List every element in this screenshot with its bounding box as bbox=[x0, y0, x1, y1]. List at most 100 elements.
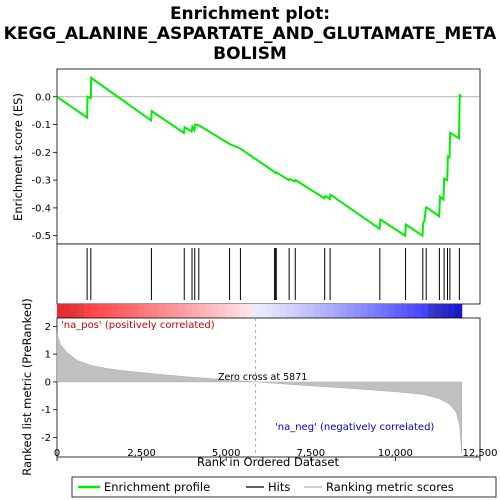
metric-panel: 2 1 0 -1 -2 0 2,500 5,000 7,500 10,000 12,500 'na… bbox=[20, 298, 498, 476]
colorbar-segment bbox=[441, 304, 449, 318]
metric-xtick-label: 0 bbox=[54, 448, 60, 459]
colorbar-segment bbox=[90, 304, 98, 318]
legend-metric-label: Ranking metric scores bbox=[326, 480, 454, 494]
colorbar-segment bbox=[212, 304, 220, 318]
chart-title-line-1: Enrichment plot: bbox=[170, 4, 330, 24]
colorbar-segment bbox=[454, 304, 463, 318]
colorbar-segment bbox=[360, 304, 368, 318]
colorbar-segment bbox=[333, 304, 341, 318]
colorbar-segment bbox=[70, 304, 78, 318]
pos-correlated-label: 'na_pos' (positively correlated) bbox=[61, 320, 215, 331]
colorbar-segment bbox=[306, 304, 314, 318]
es-ytick-label: 0.0 bbox=[35, 92, 51, 103]
colorbar-segment bbox=[57, 304, 65, 318]
metric-xtick-label: 12,500 bbox=[463, 448, 498, 459]
colorbar-segment bbox=[347, 304, 355, 318]
colorbar-segment bbox=[340, 304, 348, 318]
es-ytick-label: -0.5 bbox=[31, 231, 51, 242]
neg-correlated-label: 'na_neg' (negatively correlated) bbox=[275, 422, 434, 433]
ranking-metric-area bbox=[56, 333, 462, 453]
colorbar-segment bbox=[191, 304, 200, 318]
colorbar-segment bbox=[320, 304, 328, 318]
colorbar-segment bbox=[178, 304, 186, 318]
colorbar-segment bbox=[171, 304, 179, 318]
chart-title-line-3: BOLISM bbox=[213, 44, 287, 64]
metric-xtick-label: 5,000 bbox=[212, 448, 241, 459]
colorbar-segment bbox=[239, 304, 247, 318]
colorbar-segment bbox=[401, 304, 409, 318]
metric-xtick-label: 2,500 bbox=[127, 448, 156, 459]
colorbar-segment bbox=[185, 304, 193, 318]
colorbar-segment bbox=[421, 304, 429, 318]
legend-profile-label: Enrichment profile bbox=[104, 480, 210, 494]
colorbar-segment bbox=[266, 304, 274, 318]
metric-ytick-label: 1 bbox=[45, 350, 51, 361]
colorbar-segment bbox=[117, 304, 125, 318]
colorbar-segment bbox=[414, 304, 422, 318]
metric-ytick-label: 0 bbox=[45, 377, 51, 388]
legend-hits-label: Hits bbox=[268, 480, 290, 494]
es-panel: 0.0 -0.1 -0.2 -0.3 -0.4 -0.5 Enrichment score… bbox=[11, 68, 481, 245]
colorbar-segment bbox=[158, 304, 166, 318]
colorbar-segment bbox=[299, 304, 308, 318]
es-ytick-label: -0.2 bbox=[31, 148, 51, 159]
zero-cross-label: Zero cross at 5871 bbox=[218, 372, 307, 383]
colorbar-segment bbox=[259, 304, 267, 318]
metric-xtick-label: 10,000 bbox=[378, 448, 413, 459]
colorbar-segment bbox=[387, 304, 395, 318]
enrichment-profile-line bbox=[56, 75, 463, 238]
colorbar-segment bbox=[380, 304, 389, 318]
metric-ytick-label: -2 bbox=[41, 433, 51, 444]
legend: Enrichment profile Hits Ranking metric s… bbox=[71, 476, 497, 498]
colorbar-segment bbox=[427, 304, 436, 318]
colorbar-segment bbox=[137, 304, 146, 318]
colorbar-segment bbox=[124, 304, 132, 318]
colorbar-segment bbox=[448, 304, 456, 318]
colorbar-segment bbox=[245, 304, 254, 318]
colorbar-segment bbox=[225, 304, 233, 318]
metric-ylabel: Ranked list metric (PreRanked) bbox=[20, 298, 34, 476]
colorbar-segment bbox=[110, 304, 119, 318]
colorbar-segment bbox=[151, 304, 159, 318]
colorbar-segment bbox=[198, 304, 206, 318]
metric-ytick-label: 2 bbox=[45, 322, 51, 333]
colorbar-segment bbox=[407, 304, 416, 318]
colorbar-segment bbox=[252, 304, 260, 318]
metric-xlabel: Rank in Ordered Dataset bbox=[197, 455, 340, 469]
colorbar-segment bbox=[232, 304, 240, 318]
colorbar-segment bbox=[279, 304, 287, 318]
es-panel-frame bbox=[56, 68, 481, 245]
hits-panel bbox=[56, 243, 481, 305]
hits-panel-frame bbox=[56, 243, 481, 305]
colorbar-segment bbox=[83, 304, 92, 318]
colorbar-segment bbox=[97, 304, 105, 318]
colorbar-segment bbox=[77, 304, 85, 318]
metric-xtick-label: 7,500 bbox=[296, 448, 325, 459]
colorbar-segment bbox=[434, 304, 442, 318]
colorbar-segment bbox=[313, 304, 321, 318]
rank-colorbar bbox=[57, 304, 463, 318]
chart-title-line-2: KEGG_ALANINE_ASPARTATE_AND_GLUTAMATE_MET… bbox=[4, 24, 498, 44]
es-ylabel: Enrichment score (ES) bbox=[11, 93, 25, 221]
colorbar-segment bbox=[218, 304, 227, 318]
legend-frame bbox=[71, 476, 497, 498]
colorbar-segment bbox=[374, 304, 382, 318]
colorbar-segment bbox=[286, 304, 294, 318]
colorbar-segment bbox=[63, 304, 71, 318]
colorbar-segment bbox=[293, 304, 301, 318]
colorbar-segment bbox=[367, 304, 375, 318]
colorbar-segment bbox=[272, 304, 281, 318]
es-ytick-label: -0.4 bbox=[31, 203, 51, 214]
colorbar-segment bbox=[104, 304, 112, 318]
colorbar-segment bbox=[326, 304, 335, 318]
colorbar-segment bbox=[205, 304, 213, 318]
colorbar-segment bbox=[144, 304, 152, 318]
colorbar-segment bbox=[164, 304, 173, 318]
colorbar-segment bbox=[131, 304, 139, 318]
metric-ytick-label: -1 bbox=[41, 405, 51, 416]
es-ytick-label: -0.3 bbox=[31, 176, 51, 187]
colorbar-segment bbox=[353, 304, 362, 318]
es-ytick-label: -0.1 bbox=[31, 120, 51, 131]
colorbar-segment bbox=[394, 304, 402, 318]
